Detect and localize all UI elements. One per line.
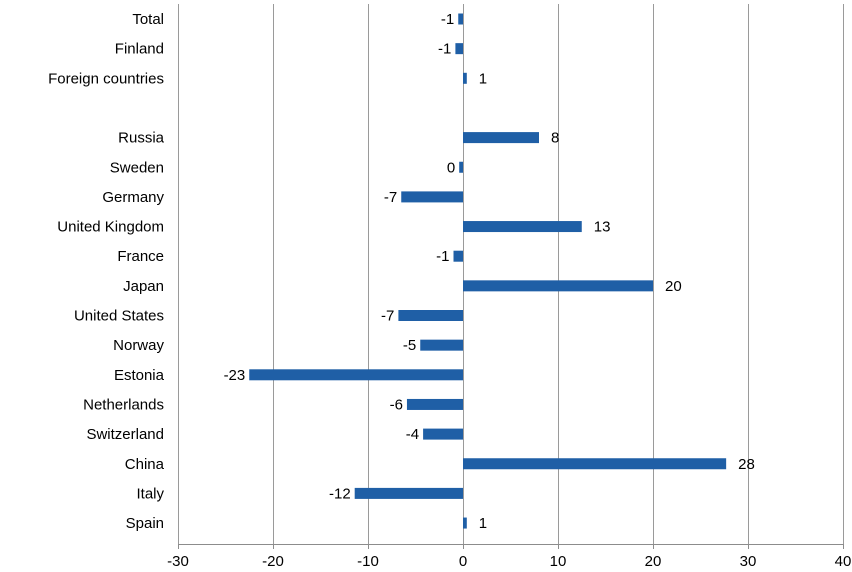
x-tick-label: 10 [550, 553, 567, 570]
category-label: Foreign countries [48, 70, 164, 87]
x-tick-label: -10 [357, 553, 379, 570]
data-label: -12 [329, 485, 351, 502]
data-label: -7 [384, 189, 397, 206]
bar [458, 13, 463, 25]
category-label: Russia [118, 130, 165, 147]
category-label: United Kingdom [57, 219, 164, 236]
data-label: -1 [438, 41, 451, 58]
bar [463, 132, 539, 144]
category-label: China [125, 456, 165, 473]
category-label: Total [132, 11, 164, 28]
category-label: Norway [113, 337, 164, 354]
category-label: France [117, 248, 164, 265]
category-label: Switzerland [86, 426, 164, 443]
category-label: Germany [102, 189, 164, 206]
x-tick-label: -20 [262, 553, 284, 570]
category-label: Sweden [110, 159, 164, 176]
bar [420, 339, 463, 351]
bar [463, 72, 467, 84]
data-label: 20 [665, 278, 682, 295]
bars [249, 13, 727, 529]
category-label: United States [74, 308, 164, 325]
bar [423, 428, 463, 440]
data-label: -1 [436, 248, 449, 265]
data-label: -6 [390, 396, 403, 413]
category-label: Estonia [114, 367, 165, 384]
bar [455, 43, 463, 55]
gridlines [178, 4, 844, 544]
bar [398, 310, 463, 321]
bar [249, 369, 463, 381]
bar [463, 517, 467, 529]
data-label: 8 [551, 130, 559, 147]
bar [463, 221, 582, 233]
category-label: Finland [115, 41, 164, 58]
data-label: -7 [381, 308, 394, 325]
data-label: 28 [738, 456, 755, 473]
x-tick-label: 30 [740, 553, 757, 570]
category-label: Netherlands [83, 396, 164, 413]
data-label: -4 [406, 426, 419, 443]
data-label: 1 [479, 515, 487, 532]
bar [401, 191, 463, 203]
data-label: -5 [403, 337, 416, 354]
data-label: -23 [224, 367, 246, 384]
category-label: Italy [136, 485, 164, 502]
axes [178, 544, 844, 549]
x-tick-label: 20 [645, 553, 662, 570]
x-tick-label: -30 [167, 553, 189, 570]
category-label: Spain [126, 515, 164, 532]
data-label: 0 [447, 159, 455, 176]
category-label: Japan [123, 278, 164, 295]
bar [354, 487, 463, 499]
bar [453, 250, 463, 262]
bar [463, 280, 653, 292]
bar [463, 458, 727, 470]
x-tick-label: 0 [459, 553, 467, 570]
data-label: 1 [479, 70, 487, 87]
x-tick-label: 40 [835, 553, 852, 570]
bar [459, 161, 463, 173]
bar [406, 398, 463, 410]
data-label: -1 [441, 11, 454, 28]
data-label: 13 [594, 219, 611, 236]
